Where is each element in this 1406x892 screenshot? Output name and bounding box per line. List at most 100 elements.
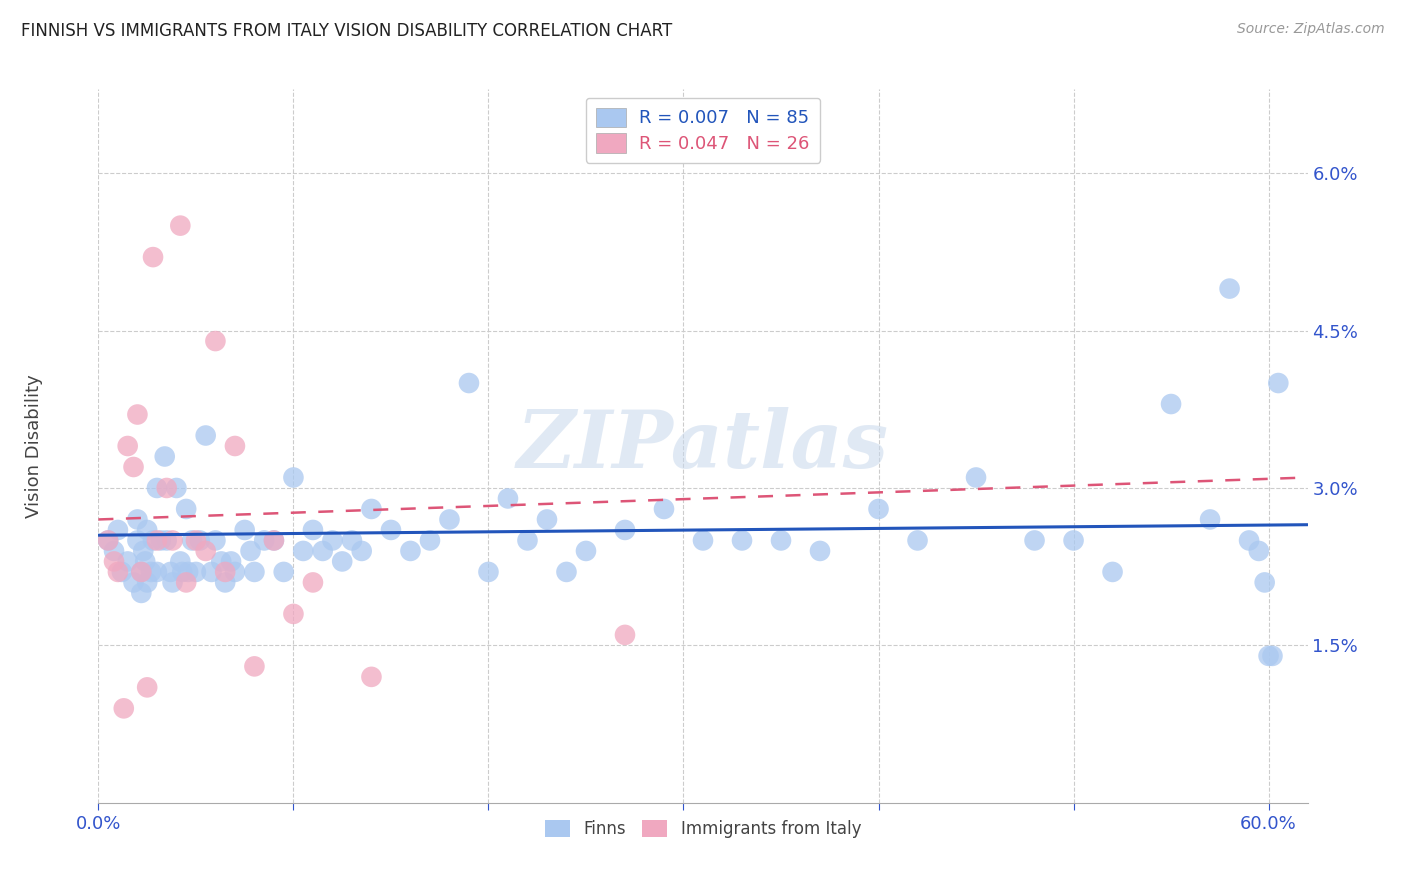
Point <box>1219 282 1241 296</box>
Point <box>224 565 246 579</box>
Point <box>142 533 165 548</box>
Point <box>117 554 139 568</box>
Point <box>174 575 197 590</box>
Point <box>253 533 276 548</box>
Legend: Finns, Immigrants from Italy: Finns, Immigrants from Italy <box>538 813 868 845</box>
Point <box>162 575 184 590</box>
Point <box>184 533 207 548</box>
Point <box>769 533 792 548</box>
Point <box>214 565 236 579</box>
Point <box>1237 533 1260 548</box>
Point <box>184 565 207 579</box>
Point <box>1261 648 1284 663</box>
Point <box>907 533 929 548</box>
Point <box>97 533 120 548</box>
Point <box>321 533 343 548</box>
Point <box>169 219 191 233</box>
Point <box>194 544 217 558</box>
Point <box>134 554 156 568</box>
Point <box>1101 565 1123 579</box>
Point <box>555 565 578 579</box>
Text: FINNISH VS IMMIGRANTS FROM ITALY VISION DISABILITY CORRELATION CHART: FINNISH VS IMMIGRANTS FROM ITALY VISION … <box>21 22 672 40</box>
Point <box>1063 533 1085 548</box>
Point <box>239 544 262 558</box>
Point <box>243 659 266 673</box>
Point <box>136 575 159 590</box>
Point <box>1160 397 1182 411</box>
Point <box>122 575 145 590</box>
Point <box>614 628 637 642</box>
Point <box>419 533 441 548</box>
Point <box>146 481 169 495</box>
Point <box>132 544 155 558</box>
Point <box>302 575 325 590</box>
Point <box>97 533 120 548</box>
Point <box>156 481 179 495</box>
Point <box>149 533 172 548</box>
Point <box>200 565 222 579</box>
Point <box>181 533 204 548</box>
Point <box>139 565 162 579</box>
Point <box>224 439 246 453</box>
Point <box>283 470 305 484</box>
Y-axis label: Vision Disability: Vision Disability <box>25 374 42 518</box>
Point <box>117 439 139 453</box>
Point <box>614 523 637 537</box>
Point <box>233 523 256 537</box>
Point <box>273 565 295 579</box>
Point <box>283 607 305 621</box>
Point <box>1253 575 1275 590</box>
Point <box>136 523 159 537</box>
Point <box>107 565 129 579</box>
Point <box>165 481 187 495</box>
Point <box>103 554 125 568</box>
Point <box>159 565 181 579</box>
Point <box>439 512 461 526</box>
Point <box>1267 376 1289 390</box>
Point <box>292 544 315 558</box>
Point <box>965 470 987 484</box>
Text: Source: ZipAtlas.com: Source: ZipAtlas.com <box>1237 22 1385 37</box>
Point <box>458 376 481 390</box>
Point <box>536 512 558 526</box>
Point <box>122 460 145 475</box>
Point <box>174 502 197 516</box>
Point <box>360 502 382 516</box>
Point <box>156 533 179 548</box>
Point <box>350 544 373 558</box>
Point <box>399 544 422 558</box>
Point <box>808 544 831 558</box>
Point <box>204 334 226 348</box>
Point <box>263 533 285 548</box>
Point <box>131 586 153 600</box>
Point <box>302 523 325 537</box>
Point <box>477 565 499 579</box>
Point <box>340 533 363 548</box>
Point <box>496 491 519 506</box>
Point <box>146 565 169 579</box>
Point <box>188 533 211 548</box>
Point <box>127 533 149 548</box>
Point <box>204 533 226 548</box>
Point <box>263 533 285 548</box>
Point <box>131 565 153 579</box>
Point <box>219 554 242 568</box>
Point <box>516 533 538 548</box>
Point <box>153 450 176 464</box>
Point <box>169 554 191 568</box>
Point <box>731 533 754 548</box>
Point <box>107 523 129 537</box>
Point <box>103 544 125 558</box>
Point <box>131 565 153 579</box>
Point <box>136 681 159 695</box>
Point <box>312 544 335 558</box>
Text: ZIPatlas: ZIPatlas <box>517 408 889 484</box>
Point <box>380 523 402 537</box>
Point <box>172 565 194 579</box>
Point <box>575 544 598 558</box>
Point <box>243 565 266 579</box>
Point <box>209 554 232 568</box>
Point <box>652 502 675 516</box>
Point <box>330 554 353 568</box>
Point <box>162 533 184 548</box>
